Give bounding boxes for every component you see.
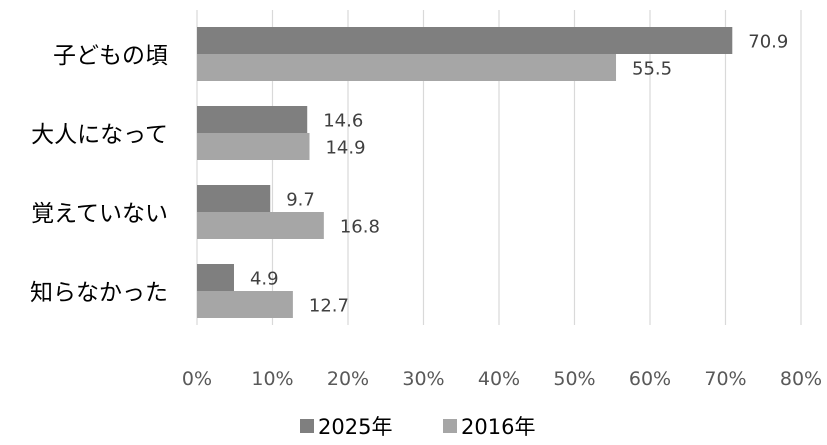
bars [197,27,733,318]
bar-series2-0 [197,54,617,81]
category-label: 覚えていない [31,201,168,227]
bar-series1-1 [197,106,308,133]
legend: 2025年 2016年 [300,415,535,439]
data-label: 9.7 [286,190,315,211]
x-tick-label: 10% [251,368,293,390]
x-axis-ticks: 0% 10% 20% 30% 40% 50% 60% 70% 80% [182,368,822,390]
x-tick-label: 80% [780,368,822,390]
x-tick-label: 20% [327,368,369,390]
category-label: 子どもの頃 [53,43,168,69]
bar-series2-3 [197,291,293,318]
category-label: 大人になって [31,122,168,148]
bar-series2-1 [197,133,310,160]
data-label: 70.9 [748,32,788,53]
data-label: 16.8 [340,217,380,238]
legend-swatch [300,419,314,433]
data-label: 14.9 [325,138,365,159]
x-tick-label: 60% [629,368,671,390]
bar-series1-3 [197,264,234,291]
legend-label: 2025年 [318,415,392,439]
x-tick-label: 70% [704,368,746,390]
bar-series2-2 [197,212,324,239]
legend-swatch [443,419,457,433]
category-label: 知らなかった [30,280,168,306]
bar-series1-0 [197,27,733,54]
data-label: 14.6 [323,111,363,132]
data-label: 12.7 [309,296,349,317]
x-tick-label: 30% [402,368,444,390]
x-tick-label: 40% [478,368,520,390]
data-label: 4.9 [250,269,279,290]
data-label: 55.5 [632,59,672,80]
x-tick-label: 0% [182,368,212,390]
data-labels: 70.9 55.5 14.6 14.9 9.7 16.8 4.9 12.7 [250,32,788,317]
bar-series1-2 [197,185,271,212]
legend-label: 2016年 [461,415,535,439]
x-tick-label: 50% [553,368,595,390]
